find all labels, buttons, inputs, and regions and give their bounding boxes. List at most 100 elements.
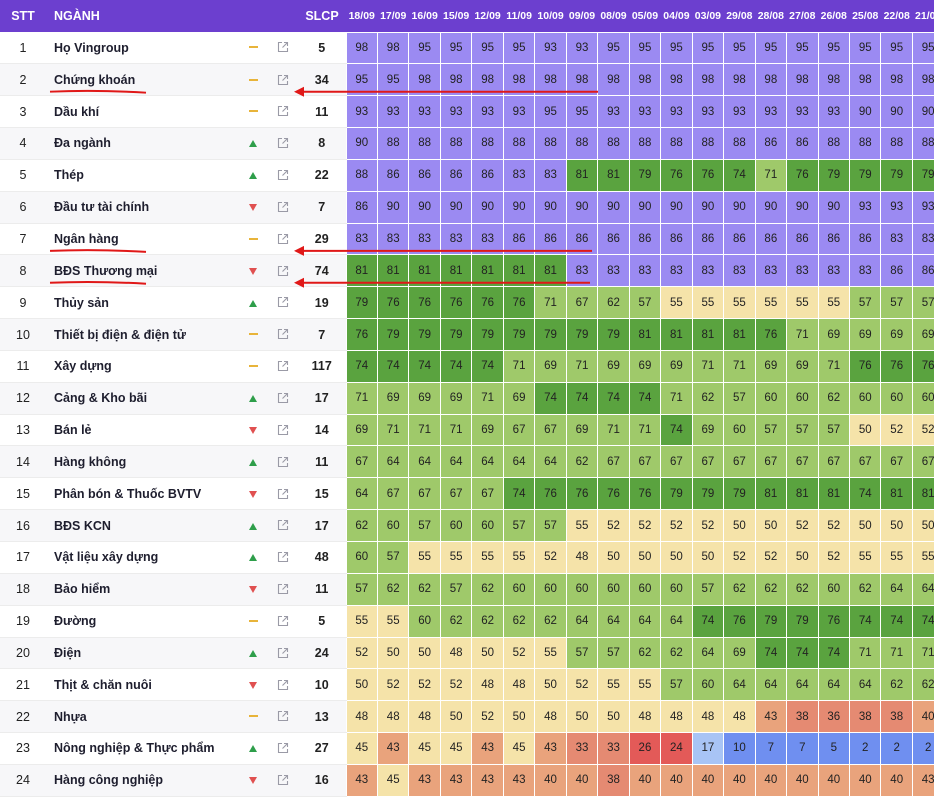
table-row[interactable]: 22 Nhựa 13 48 48 48 50 52 50 48 50 50 48 48 48 48 43 38 36… <box>0 700 934 734</box>
table-row[interactable]: 1 Họ Vingroup 5 98 98 95 95 95 95 93 93 95 95 95 95 95 9… <box>0 31 934 65</box>
industry-name[interactable]: Nông nghiệp & Thực phẩm <box>46 732 238 765</box>
external-link-icon[interactable] <box>277 74 289 86</box>
industry-name[interactable]: Phân bón & Thuốc BVTV <box>46 477 238 511</box>
industry-name[interactable]: Chứng khoán <box>46 63 238 97</box>
industry-name[interactable]: Đầu tư tài chính <box>46 191 238 224</box>
industry-name[interactable]: Bán lẻ <box>46 414 238 447</box>
industry-name[interactable]: Hàng công nghiệp <box>46 764 238 797</box>
triangle-down-icon <box>249 267 257 275</box>
external-link-icon[interactable] <box>277 265 289 277</box>
external-link-icon[interactable] <box>277 774 289 786</box>
table-row[interactable]: 5 Thép 22 88 86 86 86 86 83 83 81 81 79 76 76 74 71 76 79 7… <box>0 158 934 192</box>
external-link-icon[interactable] <box>277 137 289 149</box>
header-date[interactable]: 21/08 <box>915 9 934 22</box>
table-row[interactable]: 24 Hàng công nghiệp 16 43 45 43 43 43 43 40 40 38 40… <box>0 763 934 797</box>
table-row[interactable]: 16 BĐS KCN 17 62 60 57 60 60 57 57 55 52 52 52 52 50 50 5… <box>0 509 934 542</box>
industry-name[interactable]: Đường <box>46 605 238 638</box>
external-link-icon[interactable] <box>277 392 289 404</box>
score-cell: 93 <box>660 95 693 129</box>
header-date[interactable]: 08/09 <box>600 9 627 22</box>
table-row[interactable]: 18 Bảo hiểm 11 57 62 62 57 62 60 60 60 60 60 60 57 62 62… <box>0 572 934 606</box>
industry-name[interactable]: Xây dựng <box>46 350 238 383</box>
external-link-icon[interactable] <box>277 169 289 181</box>
header-date[interactable]: 05/09 <box>631 9 659 22</box>
table-row[interactable]: 7 Ngân hàng 29 83 83 83 83 83 86 86 86 86 86 86 86 86 86… <box>0 222 934 256</box>
industry-name[interactable]: Đa ngành <box>46 127 238 160</box>
header-date[interactable]: 18/09 <box>348 9 375 22</box>
industry-name[interactable]: Cảng & Kho bãi <box>46 382 238 415</box>
table-row[interactable]: 6 Đầu tư tài chính 7 86 90 90 90 90 90 90 90 90 90 90… <box>0 190 934 224</box>
score-cell: 50 <box>534 668 567 702</box>
external-link-icon[interactable] <box>277 456 289 468</box>
industry-name[interactable]: Ngân hàng <box>46 223 238 256</box>
industry-name[interactable]: Thịt & chăn nuôi <box>46 668 238 702</box>
header-date[interactable]: 26/08 <box>820 9 847 22</box>
industry-name[interactable]: Bảo hiểm <box>46 573 238 606</box>
table-row[interactable]: 12 Cảng & Kho bãi 17 71 69 69 69 71 69 74 74 74 74 71… <box>0 381 934 415</box>
table-row[interactable]: 21 Thịt & chăn nuôi 10 50 52 52 52 48 48 50 52 55 55… <box>0 668 934 702</box>
external-link-icon[interactable] <box>277 105 289 117</box>
table-row[interactable]: 19 Đường 5 55 55 60 62 62 62 62 64 64 64 64 74 76 79 79 76… <box>0 604 934 638</box>
table-row[interactable]: 3 Dầu khí 11 93 93 93 93 93 93 95 95 93 93 93 93 93 93 93… <box>0 95 934 129</box>
header-date[interactable]: 11/09 <box>506 9 532 22</box>
header-date[interactable]: 29/08 <box>726 9 753 22</box>
header-date[interactable]: 22/08 <box>883 9 910 22</box>
external-link-icon[interactable] <box>277 488 289 500</box>
external-link-icon[interactable] <box>277 233 289 245</box>
table-row[interactable]: 4 Đa ngành 8 90 88 88 88 88 88 88 88 88 88 88 88 88 86 86… <box>0 127 934 160</box>
header-stt[interactable]: STT <box>11 9 35 23</box>
external-link-icon[interactable] <box>277 615 289 627</box>
external-link-icon[interactable] <box>277 679 289 691</box>
industry-name[interactable]: BĐS KCN <box>46 509 238 542</box>
external-link-icon[interactable] <box>277 296 289 308</box>
industry-name[interactable]: Nhựa <box>46 700 238 734</box>
header-date[interactable]: 04/09 <box>663 9 690 22</box>
header-date[interactable]: 16/09 <box>411 9 438 22</box>
table-row[interactable]: 23 Nông nghiệp & Thực phẩm 27 45 43 45 45 43 45 4… <box>0 732 934 765</box>
external-link-icon[interactable] <box>277 41 289 53</box>
score-cell: 81 <box>597 158 630 192</box>
industry-name[interactable]: Điện <box>46 637 238 670</box>
industry-name[interactable]: Dầu khí <box>46 95 238 129</box>
table-row[interactable]: 20 Điện 24 52 50 50 48 50 52 55 57 57 62 62 64 69 74 74 74… <box>0 636 934 670</box>
header-date[interactable]: 25/08 <box>852 9 879 22</box>
table-row[interactable]: 15 Phân bón & Thuốc BVTV 15 64 67 67 67 67 74 76 7… <box>0 477 934 511</box>
table-row[interactable]: 8 BĐS Thương mại 74 81 81 81 81 81 81 81 83 83 83 83 8… <box>0 254 934 288</box>
external-link-icon[interactable] <box>277 360 289 372</box>
header-date[interactable]: 17/09 <box>380 9 407 22</box>
industry-name[interactable]: Thủy sản <box>46 286 238 320</box>
table-row[interactable]: 10 Thiết bị điện & điện tử 7 76 79 79 79 79 79 79… <box>0 318 934 351</box>
external-link-icon[interactable] <box>277 551 289 563</box>
header-date[interactable]: 12/09 <box>474 9 501 22</box>
industry-name[interactable]: Họ Vingroup <box>46 32 238 65</box>
score-cell: 48 <box>345 700 378 734</box>
dash-icon <box>248 715 258 718</box>
header-date[interactable]: 28/08 <box>757 9 784 22</box>
industry-name[interactable]: BĐS Thương mại <box>46 254 238 288</box>
header-date[interactable]: 09/09 <box>568 9 596 22</box>
external-link-icon[interactable] <box>277 742 289 754</box>
table-row[interactable]: 13 Bán lẻ 14 69 71 71 71 69 67 67 69 71 71 74 69 60 57 57… <box>0 413 934 447</box>
header-slcp[interactable]: SLCP <box>305 9 339 23</box>
table-row[interactable]: 9 Thủy sản 19 79 76 76 76 76 76 71 67 62 57 55 55 55 55 5… <box>0 286 934 320</box>
external-link-icon[interactable] <box>277 519 289 531</box>
industry-name[interactable]: Hàng không <box>46 445 238 479</box>
table-row[interactable]: 2 Chứng khoán 34 95 95 98 98 98 98 98 98 98 98 98 98 98… <box>0 63 934 97</box>
external-link-icon[interactable] <box>277 583 289 595</box>
industry-name[interactable]: Thép <box>46 159 238 192</box>
external-link-icon[interactable] <box>277 201 289 213</box>
industry-name[interactable]: Thiết bị điện & điện tử <box>46 318 238 351</box>
external-link-icon[interactable] <box>277 328 289 340</box>
header-nganh[interactable]: NGÀNH <box>54 9 100 23</box>
header-date[interactable]: 10/09 <box>537 9 564 22</box>
header-date[interactable]: 27/08 <box>789 9 816 22</box>
external-link-icon[interactable] <box>277 424 289 436</box>
external-link-icon[interactable] <box>277 647 289 659</box>
header-date[interactable]: 03/09 <box>694 9 722 22</box>
header-date[interactable]: 15/09 <box>443 9 470 22</box>
table-row[interactable]: 14 Hàng không 11 67 64 64 64 64 64 64 62 67 67 67 67 67… <box>0 445 934 479</box>
table-row[interactable]: 17 Vật liệu xây dựng 48 60 57 55 55 55 55 52 48 50 5… <box>0 541 934 574</box>
table-row[interactable]: 11 Xây dựng 117 74 74 74 74 74 71 69 71 69 69 69 71 71 6… <box>0 349 934 383</box>
external-link-icon[interactable] <box>277 710 289 722</box>
industry-name[interactable]: Vật liệu xây dựng <box>46 541 238 574</box>
